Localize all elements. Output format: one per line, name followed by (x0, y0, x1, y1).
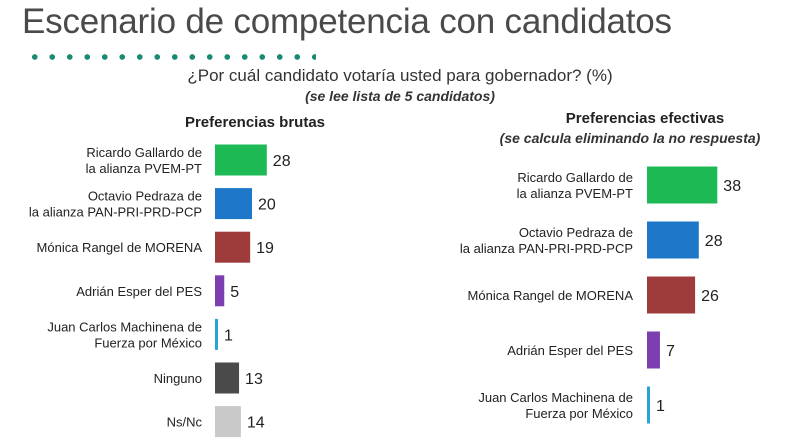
brutas-bar-1 (215, 188, 252, 220)
survey-question-note: (se lee lista de 5 candidatos) (305, 88, 495, 104)
efectivas-value-label-4: 1 (656, 398, 665, 415)
title-dotted-divider (26, 54, 316, 60)
brutas-value-label-1: 20 (258, 197, 276, 214)
efectivas-category-label-2: Mónica Rangel de MORENA (468, 288, 634, 303)
efectivas-bar-1 (647, 221, 699, 259)
brutas-category-label-5: Ninguno (154, 371, 202, 386)
brutas-value-label-4: 1 (224, 327, 233, 344)
efectivas-category-label-0: Ricardo Gallardo de la alianza PVEM-PT (517, 170, 633, 201)
chart-efectivas-title: Preferencias efectivas (565, 110, 725, 127)
efectivas-category-label-3: Adrián Esper del PES (507, 343, 633, 358)
brutas-category-label-0: Ricardo Gallardo de la alianza PVEM-PT (86, 145, 202, 176)
brutas-bar-0 (215, 144, 267, 176)
efectivas-bar-4 (647, 386, 650, 424)
efectivas-bar-3 (647, 331, 660, 369)
brutas-bar-2 (215, 231, 251, 263)
brutas-bar-4 (215, 318, 218, 350)
brutas-value-label-2: 19 (256, 240, 274, 257)
efectivas-value-label-2: 26 (701, 288, 719, 305)
brutas-category-label-1: Octavio Pedraza de la alianza PAN-PRI-PRD… (29, 189, 202, 220)
efectivas-category-label-4: Juan Carlos Machinena de Fuerza por Méxic… (478, 390, 633, 421)
brutas-value-label-5: 13 (245, 371, 263, 388)
efectivas-category-label-1: Octavio Pedraza de la alianza PAN-PRI-PRD… (460, 225, 633, 256)
efectivas-value-label-1: 28 (705, 233, 723, 250)
survey-question: ¿Por cuál candidato votaría usted para g… (187, 66, 613, 85)
brutas-bar-3 (215, 275, 225, 307)
chart-brutas-title: Preferencias brutas (184, 114, 326, 131)
brutas-bar-5 (215, 362, 240, 394)
brutas-bar-6 (215, 406, 241, 438)
chart-preferencias-efectivas: 38 Ricardo Gallardo de la alianza PVEM-PT 2… (460, 166, 741, 424)
brutas-value-label-6: 14 (247, 415, 265, 432)
efectivas-bar-0 (647, 166, 718, 204)
brutas-category-label-4: Juan Carlos Machinena de Fuerza por Méxic… (47, 319, 202, 350)
brutas-value-label-0: 28 (273, 153, 291, 170)
efectivas-value-label-3: 7 (666, 343, 675, 360)
page-title: Escenario de competencia con candidatos (22, 2, 672, 41)
brutas-category-label-2: Mónica Rangel de MORENA (37, 240, 203, 255)
chart-efectivas-subtitle: (se calcula eliminando la no respuesta) (499, 130, 761, 146)
brutas-value-label-3: 5 (230, 284, 239, 301)
efectivas-bar-2 (647, 276, 696, 314)
brutas-category-label-3: Adrián Esper del PES (76, 284, 202, 299)
chart-preferencias-brutas: 28 Ricardo Gallardo de la alianza PVEM-PT 2… (29, 144, 291, 438)
brutas-category-label-6: Ns/Nc (167, 415, 203, 430)
efectivas-value-label-0: 38 (723, 178, 741, 195)
